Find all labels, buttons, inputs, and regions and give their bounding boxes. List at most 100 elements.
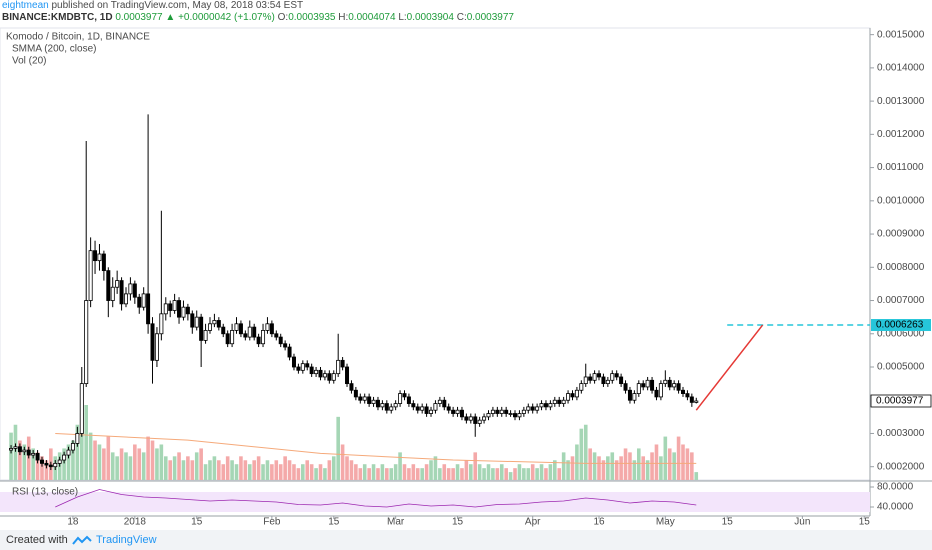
rsi-tick-label: 80.0000 <box>877 482 914 493</box>
y-tick-label: 0.0013000 <box>877 96 925 107</box>
smma-line <box>55 432 697 464</box>
candle-body <box>17 446 22 453</box>
candle-body <box>146 293 151 325</box>
volume-bar <box>460 468 464 480</box>
candle-body <box>605 379 610 385</box>
volume-bar <box>336 416 340 480</box>
candle-body <box>588 376 593 381</box>
volume-bar <box>66 444 71 480</box>
volume-bar <box>650 452 654 480</box>
candle-body <box>62 454 67 461</box>
volume-bar <box>199 448 203 480</box>
volume-bar <box>636 448 641 480</box>
y-tick-label: 0.0014000 <box>877 63 925 74</box>
candle-body <box>190 313 195 328</box>
volume-bar <box>261 464 265 480</box>
published: published on TradingView.com, May 08, 20… <box>51 0 304 11</box>
volume-bar <box>654 444 659 480</box>
volume-bar <box>119 448 124 480</box>
candle-body <box>154 333 159 361</box>
volume-bar <box>301 464 305 480</box>
candle-body <box>349 383 354 391</box>
volume-bar <box>482 468 486 480</box>
volume-bar <box>522 468 526 480</box>
candle-body <box>398 393 403 404</box>
volume-bar <box>561 452 566 480</box>
candle-body <box>212 320 217 325</box>
candle-body <box>672 383 677 388</box>
volume-bar <box>270 464 274 480</box>
volume-bar <box>186 456 190 480</box>
volume-bar <box>393 464 398 480</box>
volume-bar <box>610 452 615 480</box>
volume-bar <box>44 460 49 480</box>
x-tick-label: 15 <box>859 517 871 528</box>
volume-bar <box>62 448 66 480</box>
volume-bar <box>133 444 137 480</box>
volume-bar <box>278 464 283 480</box>
candle-body <box>93 250 98 262</box>
candle-body <box>601 376 606 385</box>
volume-bar <box>274 460 279 480</box>
volume-bar <box>256 456 261 480</box>
volume-bar <box>230 460 234 480</box>
candle-body <box>168 303 173 311</box>
candle-body <box>402 393 407 398</box>
candle-body <box>199 316 204 341</box>
footer: Created with TradingView <box>0 530 932 550</box>
candle-body <box>177 300 182 318</box>
candle-body <box>283 343 288 348</box>
volume-bar <box>345 456 349 480</box>
candle-body <box>592 373 597 381</box>
volume-bar <box>685 448 690 480</box>
candle-body <box>75 433 80 444</box>
candle-body <box>632 393 637 401</box>
last-price-tag <box>870 394 932 408</box>
candle-body <box>504 409 509 414</box>
candle-body <box>468 416 473 421</box>
volume-bar <box>641 456 646 480</box>
volume-bar <box>102 448 106 480</box>
volume-bar <box>530 464 535 480</box>
y-tick-label: 0.0015000 <box>877 29 925 40</box>
candle-body <box>619 376 624 385</box>
x-tick-label: 16 <box>593 517 605 528</box>
y-tick-label: 0.0007000 <box>877 295 925 306</box>
volume-bar <box>407 468 411 480</box>
author[interactable]: eightmean <box>2 0 49 11</box>
volume-bar <box>115 456 119 480</box>
candle-body <box>513 413 518 418</box>
volume-bar <box>97 444 102 480</box>
candle-body <box>548 403 553 408</box>
volume-bar <box>340 444 345 480</box>
rsi-band-group <box>0 492 870 512</box>
x-tick-label: May <box>656 517 675 528</box>
candle-body <box>597 373 602 378</box>
volume-bar <box>415 468 420 480</box>
volume-bar <box>420 468 424 480</box>
candle-body <box>327 373 332 381</box>
brand[interactable]: TradingView <box>96 534 157 546</box>
candle-body <box>159 313 164 335</box>
trend-drawing <box>695 324 764 411</box>
volume-bar <box>292 464 296 480</box>
volume-bar <box>504 468 508 480</box>
volume-bar <box>9 432 13 480</box>
candle-body <box>667 379 672 388</box>
indicator-label: RSI (13, close) <box>12 487 78 498</box>
volume-bar <box>517 464 522 480</box>
candle-body <box>353 389 358 398</box>
last-price: 0.0003977 <box>115 12 163 23</box>
candle-body <box>429 409 434 414</box>
volume-bar <box>681 444 685 480</box>
candle-body <box>654 389 659 398</box>
volume-bar <box>663 436 668 480</box>
candle-body <box>252 326 257 338</box>
indicator-label: SMMA (200, close) <box>12 44 96 55</box>
candle-body <box>455 409 460 414</box>
volume-bar <box>13 424 18 480</box>
volume-bar <box>645 460 650 480</box>
candle-body <box>66 449 71 456</box>
volume-bar <box>628 452 632 480</box>
